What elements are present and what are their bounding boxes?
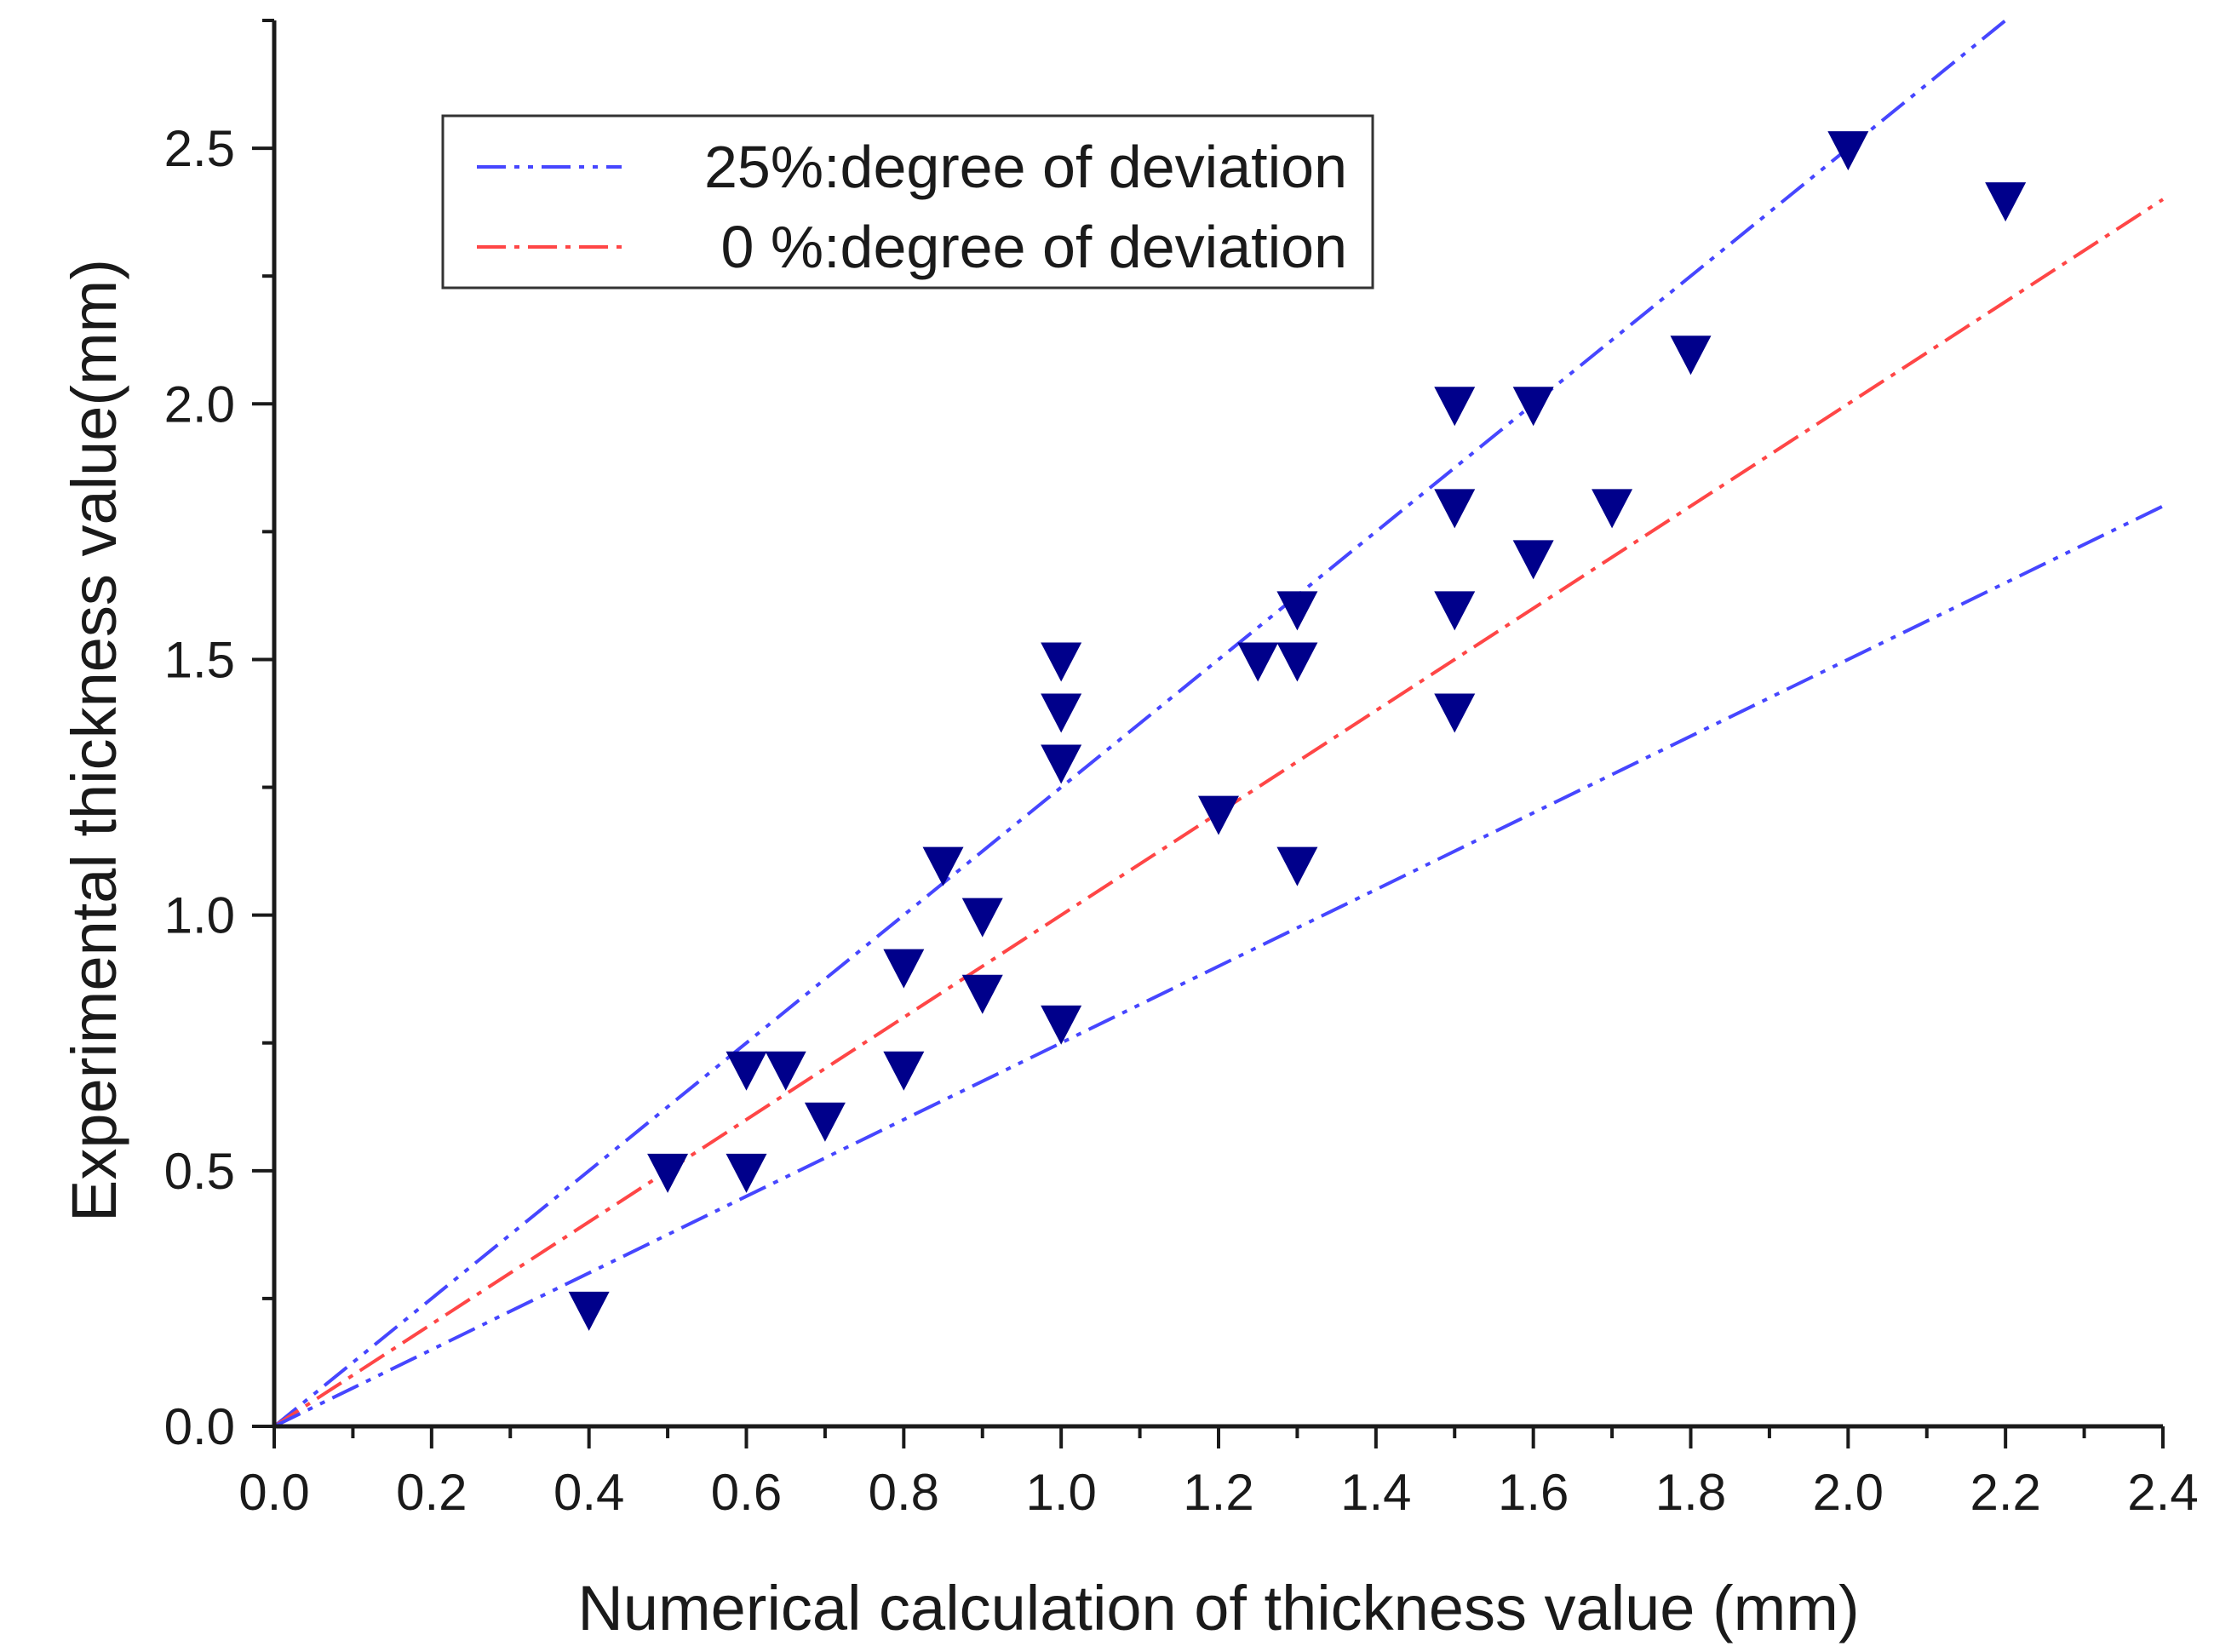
data-point: [804, 1102, 846, 1142]
reference-line-lower-25: [273, 504, 2164, 1428]
data-point: [1670, 336, 1712, 376]
data-point: [1276, 642, 1318, 682]
data-point: [1041, 1005, 1082, 1045]
x-tick-label: 2.2: [1970, 1464, 2040, 1521]
x-tick-label: 2.0: [1813, 1464, 1884, 1521]
x-tick-label: 1.4: [1340, 1464, 1411, 1521]
legend-label-25: 25%:degree of deviation: [704, 134, 1347, 200]
data-point: [922, 846, 964, 886]
y-tick-label: 1.5: [164, 631, 235, 688]
x-tick-label: 2.4: [2127, 1464, 2198, 1521]
data-point: [1434, 489, 1476, 529]
x-tick-label: 1.6: [1498, 1464, 1569, 1521]
legend: 25%:degree of deviation 0 %:degree of de…: [441, 114, 1374, 290]
x-tick-label: 0.4: [554, 1464, 624, 1521]
data-point: [1276, 846, 1318, 886]
data-point: [1041, 642, 1082, 682]
x-tick-label: 0.0: [238, 1464, 309, 1521]
data-points: [568, 131, 2027, 1331]
data-point: [1592, 489, 1633, 529]
data-point: [1041, 744, 1082, 784]
x-tick-label: 1.8: [1655, 1464, 1726, 1521]
data-point: [1237, 642, 1279, 682]
data-point: [883, 1051, 925, 1091]
y-axis-ticks: 0.0 0.5 1.0 1.5 2.0 2.5: [164, 19, 274, 1455]
data-point: [1512, 387, 1554, 427]
y-tick-label: 1.0: [164, 887, 235, 944]
data-point: [1041, 693, 1082, 733]
data-point: [961, 974, 1003, 1014]
x-axis-ticks: 0.0 0.2 0.4 0.6 0.8 1.0 1.2 1.4 1.6 1.8 2.0 2.2 2.4: [238, 1426, 2199, 1521]
x-tick-label: 0.6: [711, 1464, 782, 1521]
data-point: [647, 1153, 689, 1193]
data-point: [961, 898, 1003, 938]
y-tick-label: 0.5: [164, 1143, 235, 1200]
legend-box: [441, 114, 1374, 290]
y-tick-label: 0.0: [164, 1398, 235, 1455]
data-point: [726, 1153, 767, 1193]
data-point: [726, 1051, 767, 1091]
x-tick-label: 0.8: [869, 1464, 939, 1521]
data-point: [1198, 795, 1239, 835]
data-point: [765, 1051, 806, 1091]
data-point: [1434, 693, 1476, 733]
y-tick-label: 2.5: [164, 120, 235, 177]
x-tick-label: 1.0: [1025, 1464, 1096, 1521]
data-point: [1434, 387, 1476, 427]
data-point: [1985, 182, 2027, 222]
x-tick-label: 1.2: [1183, 1464, 1253, 1521]
legend-label-0: 0 %:degree of deviation: [720, 214, 1347, 280]
y-tick-label: 2.0: [164, 376, 235, 433]
y-axis-title: Experimental thickness value(mm): [59, 259, 129, 1222]
data-point: [1276, 591, 1318, 631]
data-point: [1434, 591, 1476, 631]
data-point: [568, 1291, 610, 1331]
reference-line-upper-25: [272, 19, 2007, 1428]
data-point: [1512, 540, 1554, 580]
x-tick-label: 0.2: [396, 1464, 467, 1521]
data-point: [1827, 131, 1869, 171]
data-point: [883, 949, 925, 989]
x-axis-title: Numerical calculation of thickness value…: [577, 1573, 1859, 1643]
